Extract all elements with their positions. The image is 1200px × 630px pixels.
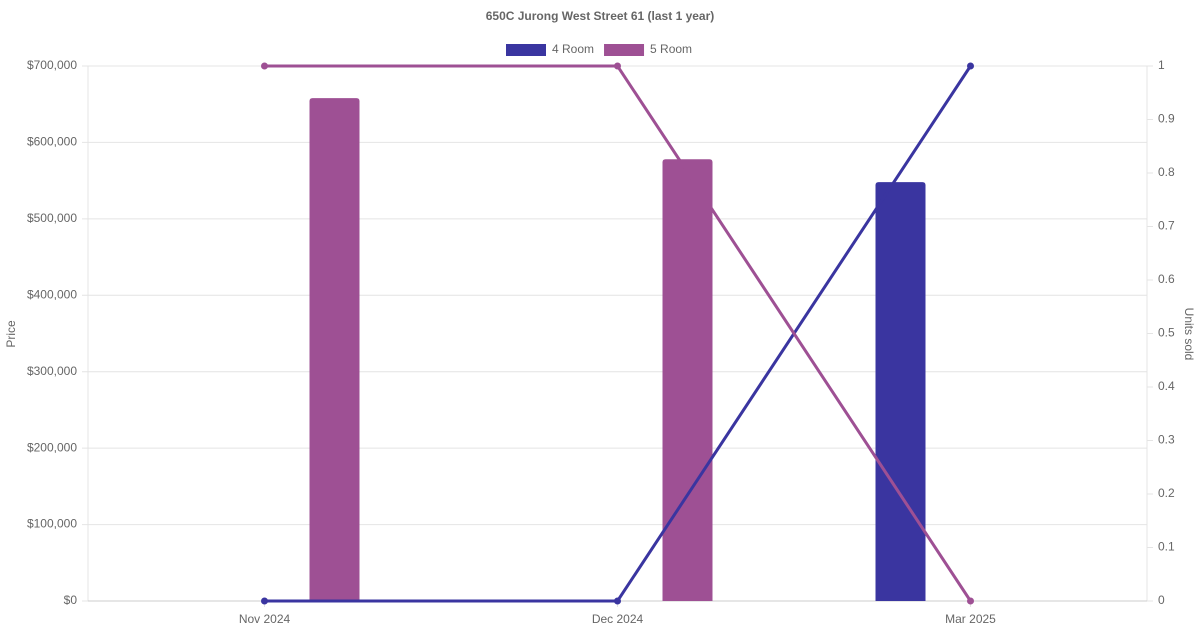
y-tick-label: $600,000 [27,135,77,149]
y2-tick-label: 0 [1158,593,1165,607]
legend-swatch[interactable] [604,44,645,56]
y2-tick-label: 0.7 [1158,219,1175,233]
bar [309,98,360,601]
y-tick-label: $0 [64,593,78,607]
y2-tick-label: 1 [1158,58,1165,72]
y2-tick-label: 0.8 [1158,165,1175,179]
y-tick-label: $500,000 [27,211,77,225]
bar [875,182,926,601]
line [264,65,972,603]
y-axis-title: Price [4,320,18,348]
legend-label[interactable]: 5 Room [650,42,692,56]
x-tick-label: Mar 2025 [945,612,996,626]
y2-tick-label: 0.5 [1158,326,1175,340]
point [967,597,974,605]
legend-label[interactable]: 4 Room [552,42,594,56]
chart-title: 650C Jurong West Street 61 (last 1 year) [486,9,715,23]
y2-tick-label: 0.4 [1158,379,1175,393]
point [614,62,621,70]
y-tick-label: $400,000 [27,287,77,301]
point [261,597,268,605]
point [967,62,974,70]
y2-axis-title: Units sold [1182,308,1196,361]
y2-tick-label: 0.3 [1158,433,1175,447]
y2-tick-label: 0.1 [1158,540,1175,554]
point [614,597,621,605]
bar [662,159,713,601]
y2-tick-label: 0.2 [1158,486,1175,500]
x-tick-label: Dec 2024 [592,612,644,626]
y-tick-label: $300,000 [27,364,77,378]
y-tick-label: $100,000 [27,517,77,531]
line [264,64,972,602]
y-tick-label: $200,000 [27,440,77,454]
y2-tick-label: 0.6 [1158,272,1175,286]
point [261,62,268,70]
y-tick-label: $700,000 [27,58,77,72]
x-tick-label: Nov 2024 [239,612,291,626]
y2-tick-label: 0.9 [1158,112,1175,126]
legend-swatch[interactable] [506,44,546,56]
